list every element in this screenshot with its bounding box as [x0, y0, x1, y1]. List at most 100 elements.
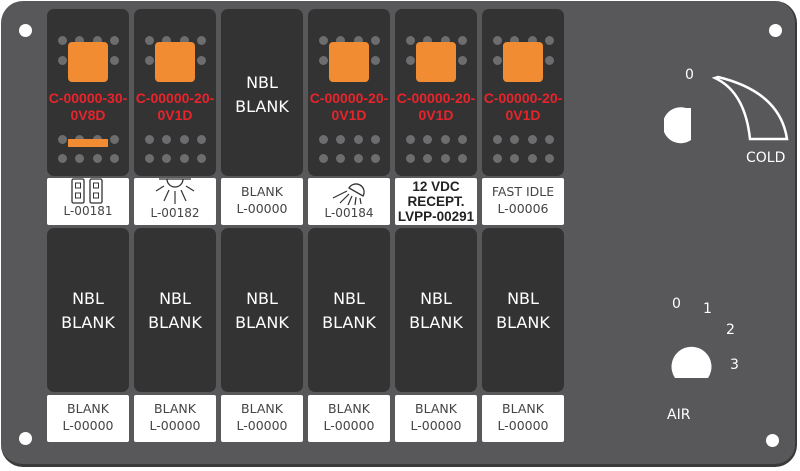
switch-legend: L-00182 [134, 178, 216, 225]
blank-line2: BLANK [148, 313, 202, 332]
rocker-switch-3[interactable]: NBL BLANK [221, 9, 303, 176]
indicator-dot [423, 36, 432, 45]
temp-knob[interactable] [664, 72, 800, 180]
blank-legend: BLANK L-00000 [134, 395, 216, 442]
indicator-lamp [329, 42, 369, 82]
blank-legend: BLANK L-00000 [221, 395, 303, 442]
indicator-dot [371, 154, 380, 163]
indicator-dot [162, 154, 171, 163]
blank-switch-6: NBL BLANK [482, 228, 564, 392]
indicator-dot [528, 135, 537, 144]
cold-wedge-icon [711, 75, 789, 141]
blank-switch-2: NBL BLANK [134, 228, 216, 392]
rocker-switch-5[interactable]: C-00000-20-0V1D [395, 9, 477, 176]
switch-code: C-00000-20-0V1D [309, 90, 389, 123]
indicator-dot [458, 56, 467, 65]
temp-zero-label: 0 [685, 67, 694, 83]
switch-legend: BLANK L-00000 [221, 178, 303, 225]
indicator-dot [371, 56, 380, 65]
air-pos-1: 1 [703, 301, 712, 317]
legend-part-number: L-00181 [63, 204, 113, 218]
indicator-dot [162, 36, 171, 45]
indicator-dot [110, 135, 119, 144]
indicator-dot [58, 56, 67, 65]
indicator-dot [493, 36, 502, 45]
legend-line1: BLANK [415, 401, 457, 416]
indicator-lamp [155, 42, 195, 82]
indicator-dot [336, 135, 345, 144]
blank-legend: BLANK L-00000 [47, 395, 129, 442]
blank-line2: BLANK [409, 313, 463, 332]
legend-line3: LVPP-00291 [397, 209, 475, 224]
rocker-switch-6[interactable]: C-00000-20-0V1D [482, 9, 564, 176]
legend-line1: BLANK [502, 401, 544, 416]
indicator-dot [75, 36, 84, 45]
blank-switch-3: NBL BLANK [221, 228, 303, 392]
indicator-dot [354, 36, 363, 45]
indicator-dot [545, 36, 554, 45]
indicator-dot [58, 135, 67, 144]
blank-line2: BLANK [496, 313, 550, 332]
legend-line2: L-00000 [149, 418, 201, 433]
indicator-dot [336, 36, 345, 45]
indicator-dot [319, 135, 328, 144]
mounting-hole [19, 432, 32, 445]
mounting-hole [766, 434, 779, 447]
indicator-dot [110, 36, 119, 45]
indicator-dot [75, 154, 84, 163]
blank-switch-5: NBL BLANK [395, 228, 477, 392]
indicator-dot [58, 36, 67, 45]
blank-line2: BLANK [235, 313, 289, 332]
blank-line1: NBL [246, 73, 278, 92]
indicator-dot [354, 135, 363, 144]
indicator-bar [68, 139, 108, 147]
switch-code: C-00000-20-0V1D [135, 90, 215, 123]
legend-line1: BLANK [328, 401, 370, 416]
cold-label: COLD [746, 150, 786, 166]
indicator-dot [545, 154, 554, 163]
indicator-dot [528, 36, 537, 45]
indicator-dot [510, 154, 519, 163]
switch-legend: L-00184 [308, 178, 390, 225]
air-pos-2: 2 [726, 322, 735, 338]
rocker-switch-1[interactable]: C-00000-30-0V8D [47, 9, 129, 176]
blank-line1: NBL [72, 289, 104, 308]
indicator-dot [197, 56, 206, 65]
indicator-dot [180, 154, 189, 163]
mounting-hole [769, 24, 782, 37]
indicator-dot [180, 135, 189, 144]
indicator-dot [406, 36, 415, 45]
indicator-dot [528, 154, 537, 163]
air-knob[interactable] [670, 340, 720, 380]
switch-legend: FAST IDLE L-00006 [482, 178, 564, 225]
indicator-dot [110, 56, 119, 65]
indicator-dot [145, 56, 154, 65]
indicator-dot [58, 154, 67, 163]
blank-line1: NBL [246, 289, 278, 308]
indicator-dot [180, 36, 189, 45]
blank-switch-1: NBL BLANK [47, 228, 129, 392]
switch-code: C-00000-20-0V1D [396, 90, 476, 123]
indicator-dot [406, 154, 415, 163]
indicator-dot [545, 135, 554, 144]
indicator-dot [371, 135, 380, 144]
indicator-dot [354, 154, 363, 163]
switch-legend: L-00181 [47, 178, 129, 225]
blank-legend: BLANK L-00000 [395, 395, 477, 442]
indicator-dot [493, 154, 502, 163]
legend-line2: L-00000 [497, 418, 549, 433]
indicator-dot [510, 36, 519, 45]
rocker-switch-4[interactable]: C-00000-20-0V1D [308, 9, 390, 176]
legend-line1: 12 VDC [412, 179, 460, 194]
mounting-hole [19, 24, 32, 37]
indicator-dot [162, 135, 171, 144]
indicator-lamp [503, 42, 543, 82]
switch-code: C-00000-20-0V1D [483, 90, 563, 123]
indicator-dot [423, 154, 432, 163]
rocker-switch-2[interactable]: C-00000-20-0V1D [134, 9, 216, 176]
legend-part-number: L-00184 [324, 206, 374, 220]
dome-light-icon [134, 178, 216, 206]
blank-line2: BLANK [322, 313, 376, 332]
dual-socket-icon [47, 178, 129, 204]
blank-switch-4: NBL BLANK [308, 228, 390, 392]
